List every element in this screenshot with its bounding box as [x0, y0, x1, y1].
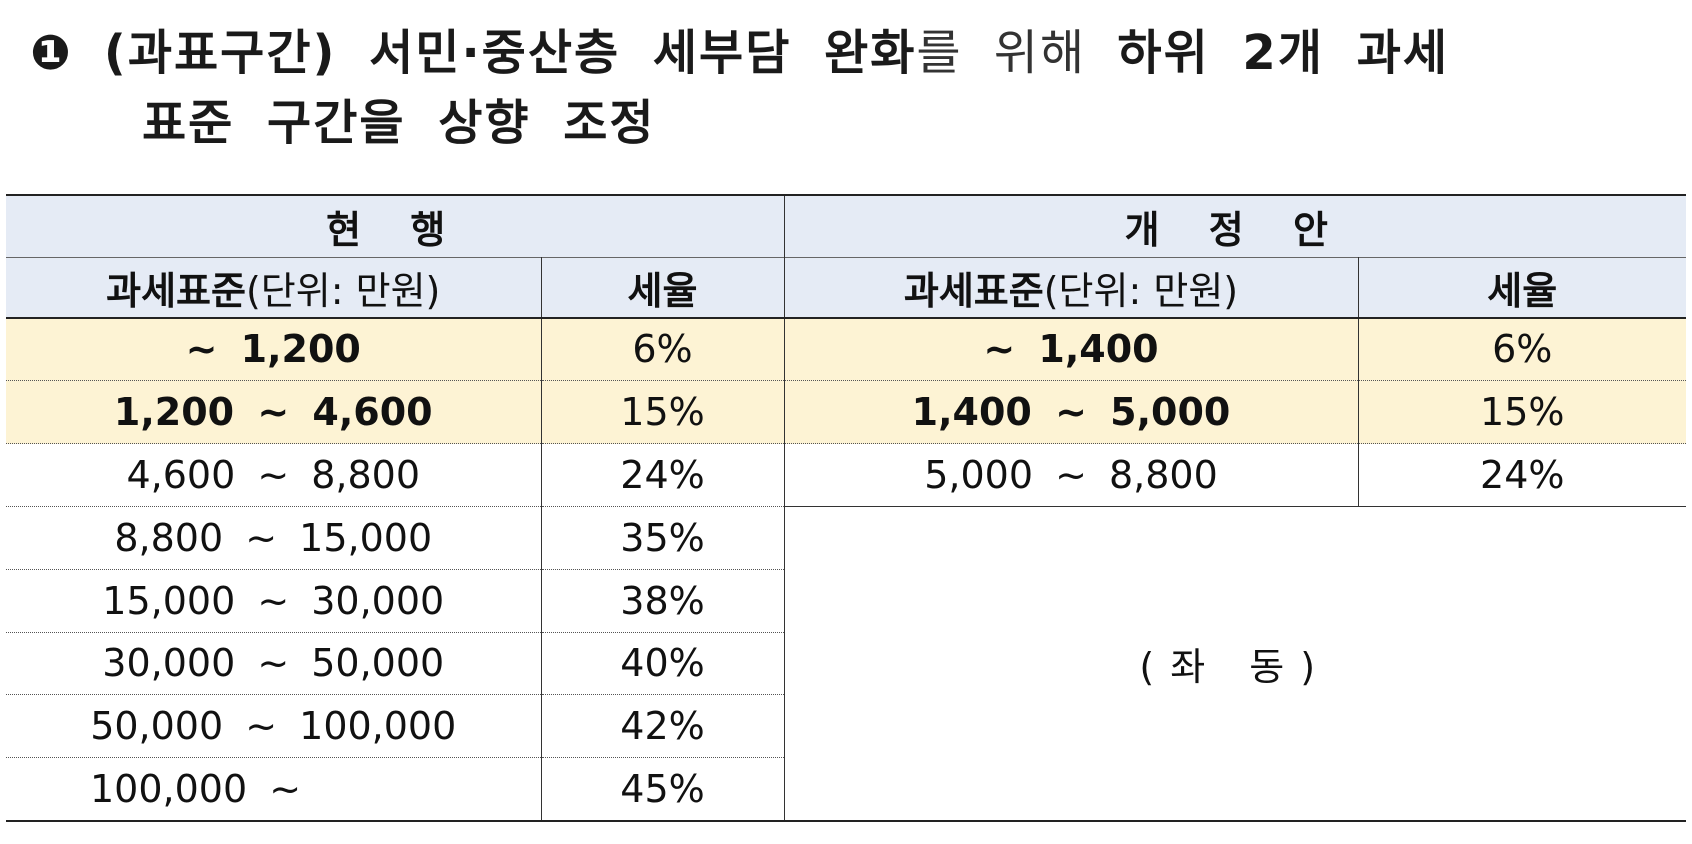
current-rate-cell: 42% [541, 694, 785, 759]
current-rate-cell: 15% [541, 380, 785, 445]
current-rate-cell: 24% [541, 443, 785, 507]
unit-label: (단위: 만원) [1043, 268, 1239, 313]
same-as-left-cell: (좌 동) [784, 505, 1686, 822]
base-label: 과세표준 [903, 268, 1044, 313]
current-rate-cell: 45% [541, 757, 785, 823]
base-label: 과세표준 [106, 268, 246, 313]
proposal-rate-header: 세율 [1358, 256, 1686, 319]
current-range-cell: ~ 1,200 [6, 317, 542, 382]
table-row: 8,800 ~ 15,000 35% (좌 동) [6, 505, 1686, 822]
table-row: 4,600 ~ 8,800 24% 5,000 ~ 8,800 24% [6, 443, 1686, 507]
heading-bold-part: (과표구간) 서민·중산층 세부담 완화 [103, 25, 917, 81]
proposal-base-header: 과세표준(단위: 만원) [784, 256, 1359, 319]
current-base-header: 과세표준(단위: 만원) [6, 256, 542, 319]
proposal-range-cell: 1,400 ~ 5,000 [784, 380, 1359, 445]
current-range-cell: 50,000 ~ 100,000 [6, 694, 542, 759]
table-row: 100,000 ~ 45% [6, 757, 1686, 823]
bullet-one-icon: ❶ [30, 25, 73, 81]
current-range-cell: 4,600 ~ 8,800 [6, 443, 542, 507]
heading-light-part: 를 위해 [916, 25, 1087, 81]
rate-label: 세율 [627, 268, 698, 313]
table-row: 50,000 ~ 100,000 42% [6, 694, 1686, 759]
proposal-header: 개 정 안 [784, 193, 1686, 258]
heading-line-1: ❶ (과표구간) 서민·중산층 세부담 완화를 위해 하위 2개 과세 [30, 18, 1670, 88]
current-range-cell: 100,000 ~ [6, 757, 542, 823]
current-range-cell: 30,000 ~ 50,000 [6, 632, 542, 696]
heading-bold-tail: 하위 2개 과세 [1117, 25, 1450, 81]
heading-line-2-text: 표준 구간을 상향 조정 [142, 95, 656, 151]
proposal-rate-cell: 6% [1358, 317, 1686, 382]
rate-label: 세율 [1487, 268, 1558, 313]
table-header-row: 현 행 개 정 안 [6, 193, 1686, 258]
current-rate-cell: 38% [541, 569, 785, 633]
table-row: 1,200 ~ 4,600 15% 1,400 ~ 5,000 15% [6, 380, 1686, 445]
current-rate-cell: 35% [541, 506, 785, 570]
table-subheader-row: 과세표준(단위: 만원) 세율 과세표준(단위: 만원) 세율 [6, 256, 1686, 319]
heading-line-2: 표준 구간을 상향 조정 [30, 88, 1670, 158]
table-row: 15,000 ~ 30,000 38% [6, 569, 1686, 633]
current-rate-cell: 40% [541, 632, 785, 696]
current-rate-cell: 6% [541, 317, 785, 382]
unit-label: (단위: 만원) [245, 268, 441, 313]
table-row: 30,000 ~ 50,000 40% [6, 632, 1686, 696]
current-range-cell: 15,000 ~ 30,000 [6, 569, 542, 633]
tax-bracket-table: 현 행 개 정 안 과세표준(단위: 만원) 세율 과세표준(단위: 만원) 세… [6, 193, 1686, 823]
proposal-rate-cell: 15% [1358, 380, 1686, 445]
current-range-cell: 8,800 ~ 15,000 [6, 506, 542, 570]
table-row: ~ 1,200 6% ~ 1,400 6% [6, 317, 1686, 382]
current-law-header: 현 행 [6, 193, 785, 258]
section-heading: ❶ (과표구간) 서민·중산층 세부담 완화를 위해 하위 2개 과세 표준 구… [30, 18, 1670, 158]
proposal-range-cell: ~ 1,400 [784, 317, 1359, 382]
proposal-range-cell: 5,000 ~ 8,800 [784, 443, 1359, 507]
current-range-cell: 1,200 ~ 4,600 [6, 380, 542, 445]
proposal-rate-cell: 24% [1480, 453, 1565, 498]
current-rate-header: 세율 [541, 256, 785, 319]
